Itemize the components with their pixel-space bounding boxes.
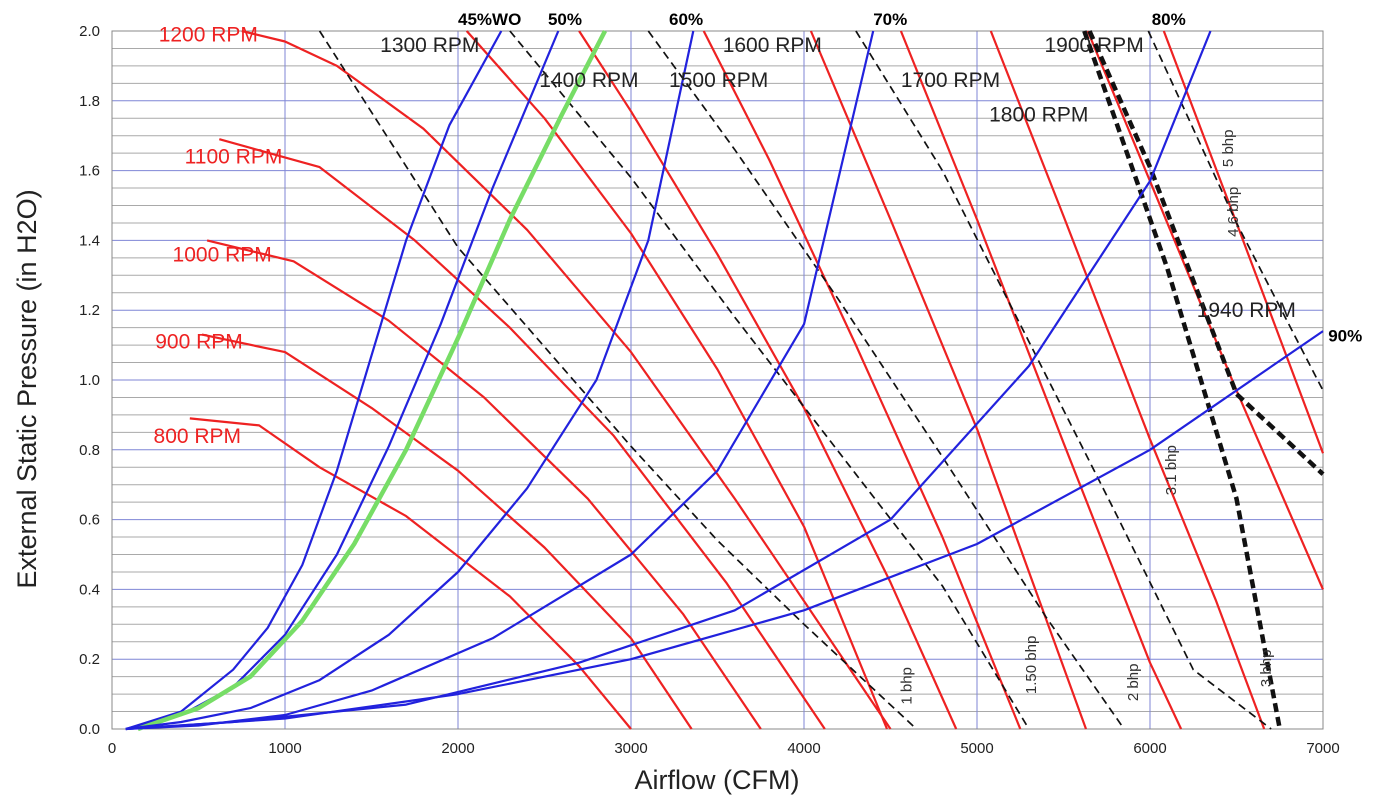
plot-frame	[111, 30, 1324, 730]
y-tick-label: 0.6	[79, 512, 100, 529]
y-tick-label: 1.4	[79, 232, 100, 249]
percent-curve-60	[125, 30, 695, 731]
bhp-label-5-bhp: 5 bhp	[1220, 130, 1237, 168]
y-tick-label: 0.0	[79, 721, 100, 738]
rpm-label-1600-rpm: 1600 RPM	[723, 34, 822, 57]
x-tick-label: 0	[108, 740, 116, 757]
bhp-curve-3-1-bhp	[855, 30, 1272, 730]
bhp-curve-3-bhp	[1082, 30, 1283, 730]
y-tick-label: 1.2	[79, 302, 100, 319]
x-tick-label: 2000	[441, 740, 474, 757]
x-tick-label: 4000	[787, 740, 820, 757]
y-tick-label: 0.2	[79, 651, 100, 668]
percent-label-50: 50%	[548, 10, 582, 29]
percent-curve-45-wo	[125, 30, 503, 731]
y-axis-title: External Static Pressure (in H2O)	[12, 189, 42, 588]
bhp-label-3-bhp: 3 bhp	[1258, 650, 1275, 688]
percent-label-80: 80%	[1152, 10, 1186, 29]
rpm-label-1000-rpm: 1000 RPM	[173, 243, 272, 266]
rpm-label-1900-rpm: 1900 RPM	[1044, 34, 1143, 57]
bhp-curve-1-50-bhp	[509, 30, 1030, 730]
rpm-curve-1200-rpm	[241, 29, 892, 730]
rpm-label-1800-rpm: 1800 RPM	[989, 104, 1088, 127]
curve-layer	[125, 29, 1325, 732]
bhp-curve-4-6-bhp	[1087, 30, 1325, 476]
rpm-label-1300-rpm: 1300 RPM	[380, 34, 479, 57]
rpm-curve-1700-rpm	[899, 30, 1183, 730]
bhp-label-2-bhp: 2 bhp	[1125, 664, 1142, 702]
rpm-label-800-rpm: 800 RPM	[154, 425, 242, 448]
percent-label-45-wo: 45%WO	[458, 10, 521, 29]
bhp-curve-2-bhp	[647, 30, 1125, 730]
percent-label-70: 70%	[873, 10, 907, 29]
curve-labels: 800 RPM 900 RPM 1000 RPM 1100 RPM 1200 RPM 13…	[154, 10, 1363, 705]
x-tick-label: 5000	[960, 740, 993, 757]
x-axis-title: Airflow (CFM)	[635, 765, 800, 795]
bhp-label-1-50-bhp: 1.50 bhp	[1023, 636, 1040, 694]
percent-curve-wo-highlight	[137, 29, 607, 732]
bhp-curve-1-bhp	[318, 30, 917, 730]
percent-label-90: 90%	[1328, 327, 1362, 346]
y-tick-label: 2.0	[79, 23, 100, 40]
rpm-curve-1000-rpm	[206, 239, 762, 730]
y-tick-label: 0.8	[79, 442, 100, 459]
percent-curve-80	[125, 30, 1212, 731]
bhp-label-4-6-bhp: 4.6 bhp	[1225, 187, 1242, 237]
y-tick-label: 1.0	[79, 372, 100, 389]
rpm-label-900-rpm: 900 RPM	[155, 331, 243, 354]
rpm-label-1940-rpm: 1940 RPM	[1197, 299, 1296, 322]
bhp-curve-5-bhp	[1147, 30, 1324, 391]
rpm-curve-1400-rpm	[578, 30, 958, 730]
rpm-curve-1800-rpm	[989, 30, 1266, 730]
rpm-label-1500-rpm: 1500 RPM	[669, 69, 768, 92]
y-tick-label: 1.8	[79, 93, 100, 110]
percent-label-60: 60%	[669, 10, 703, 29]
rpm-curve-1300-rpm	[465, 30, 889, 730]
x-tick-label: 6000	[1133, 740, 1166, 757]
bhp-label-1-bhp: 1 bhp	[898, 667, 915, 705]
percent-curve-90	[125, 330, 1324, 731]
y-tick-label: 0.4	[79, 581, 100, 598]
rpm-label-1400-rpm: 1400 RPM	[539, 69, 638, 92]
y-tick-label: 1.6	[79, 163, 100, 180]
tick-labels: 0.0 0.2 0.4 0.6 0.8 1.0 1.2 1.4 1.6 1.8 2.0 0 1000 20…	[79, 23, 1340, 757]
rpm-curve-1900-rpm	[1086, 30, 1325, 590]
rpm-label-1100-rpm: 1100 RPM	[185, 146, 283, 169]
rpm-curve-900-rpm	[201, 333, 693, 730]
rpm-label-1700-rpm: 1700 RPM	[901, 69, 1000, 92]
rpm-curve-1500-rpm	[702, 30, 1022, 730]
grid-layer	[111, 30, 1324, 730]
bhp-label-3-1-bhp: 3.1 bhp	[1163, 445, 1180, 495]
rpm-label-1200-rpm: 1200 RPM	[159, 23, 258, 46]
rpm-curve-1100-rpm	[219, 138, 826, 730]
rpm-curve-800-rpm	[189, 417, 632, 730]
x-tick-label: 3000	[614, 740, 647, 757]
x-tick-label: 7000	[1306, 740, 1339, 757]
x-tick-label: 1000	[268, 740, 301, 757]
